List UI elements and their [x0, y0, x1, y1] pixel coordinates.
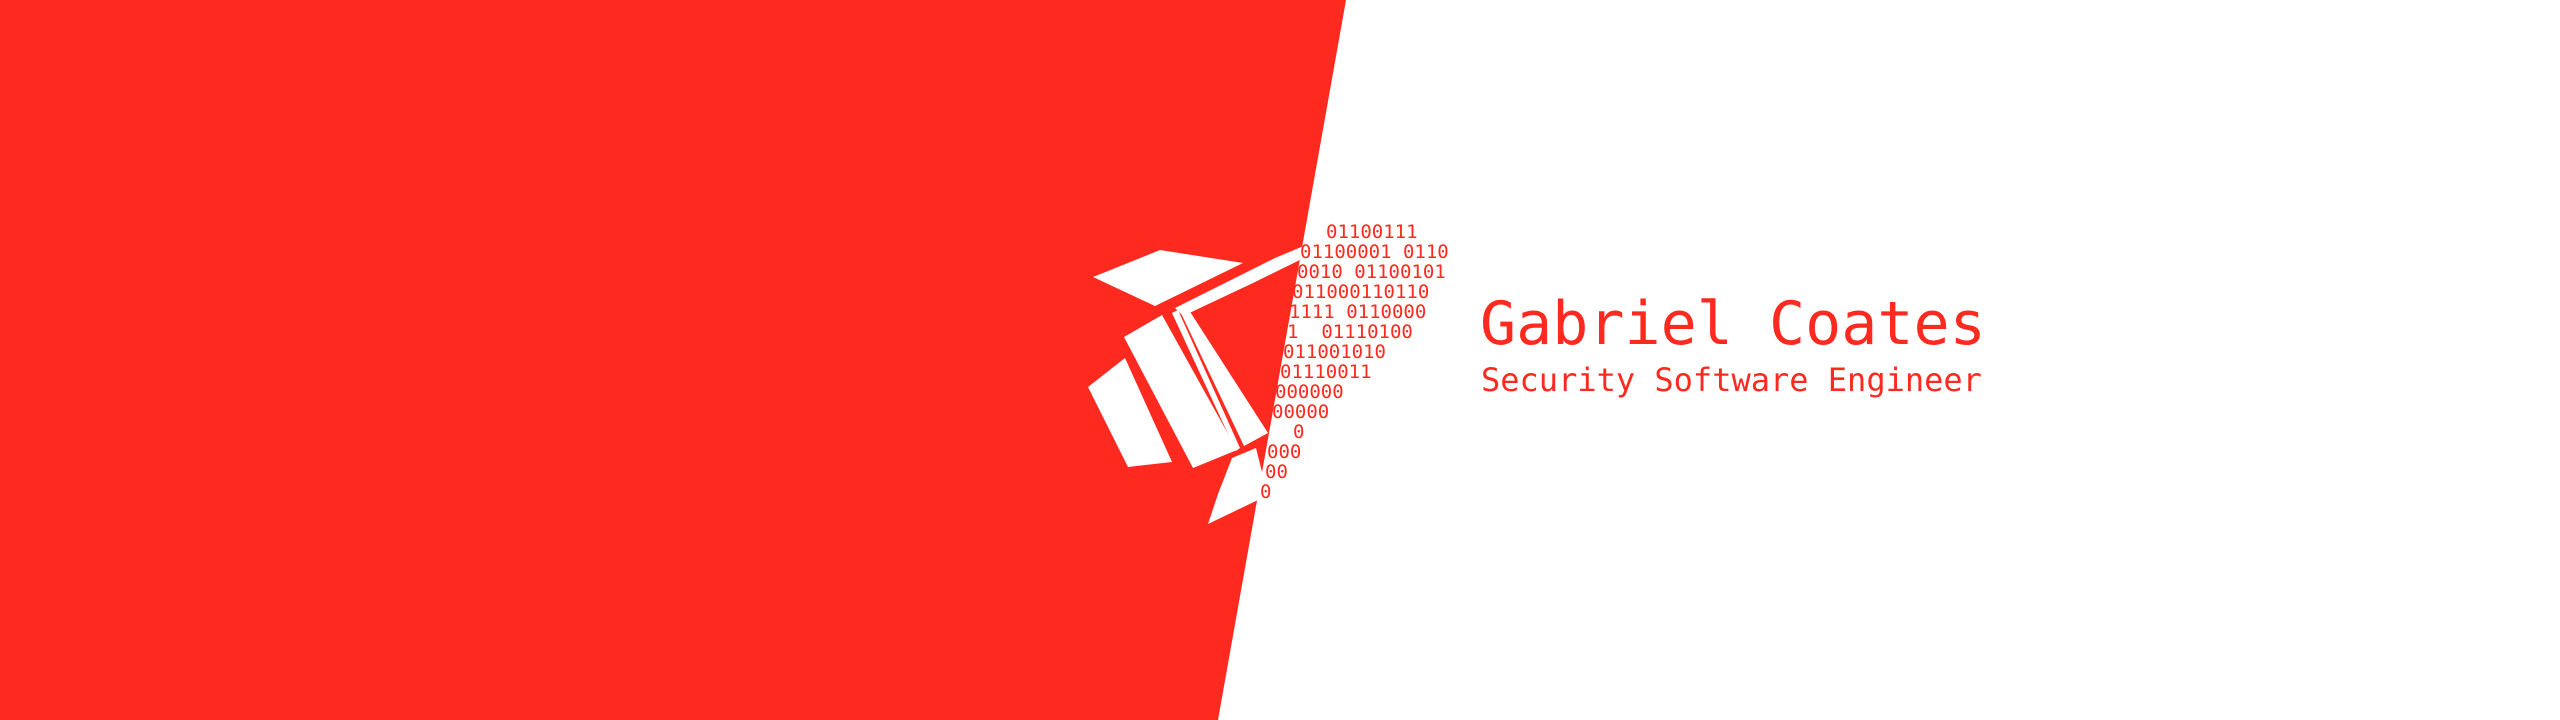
profile-name: Gabriel Coates — [1480, 289, 1986, 359]
binary-line: 1111 0110000 — [1289, 301, 1427, 323]
binary-line: 0 — [1260, 481, 1272, 503]
binary-line: 011000110110 — [1292, 281, 1430, 303]
binary-line: 00 — [1265, 461, 1288, 483]
binary-line: 0 — [1293, 421, 1305, 443]
rocket-icon — [1088, 245, 1308, 524]
binary-line: 0010 01100101 — [1297, 261, 1446, 283]
binary-line: 01110011 — [1280, 361, 1372, 383]
binary-line: 01100001 0110 — [1300, 241, 1449, 263]
binary-line: 011001010 — [1283, 341, 1386, 363]
binary-line: 01100111 — [1326, 221, 1418, 243]
binary-line: 000 — [1267, 441, 1302, 463]
binary-line: 1 01110100 — [1287, 321, 1413, 343]
binary-line: 000000 — [1275, 381, 1344, 403]
profile-title: Security Software Engineer — [1481, 361, 1982, 399]
red-diagonal-panel — [0, 0, 1346, 720]
binary-line: 00000 — [1272, 401, 1330, 423]
